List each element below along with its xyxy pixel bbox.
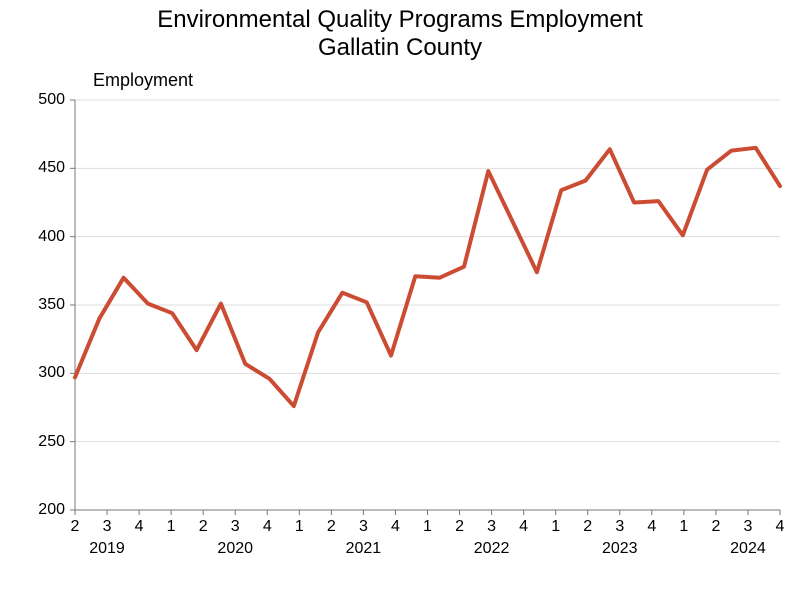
x-quarter-label: 1 xyxy=(423,518,432,536)
x-quarter-label: 3 xyxy=(231,518,240,536)
x-year-label: 2020 xyxy=(217,540,253,558)
chart-container: Environmental Quality Programs Employmen… xyxy=(0,0,800,600)
x-quarter-label: 4 xyxy=(647,518,656,536)
x-quarter-label: 3 xyxy=(487,518,496,536)
x-quarter-label: 4 xyxy=(776,518,785,536)
x-quarter-label: 4 xyxy=(263,518,272,536)
x-quarter-label: 4 xyxy=(135,518,144,536)
x-quarter-label: 1 xyxy=(679,518,688,536)
x-quarter-label: 2 xyxy=(71,518,80,536)
y-tick-label: 350 xyxy=(0,296,65,314)
x-quarter-label: 2 xyxy=(711,518,720,536)
x-quarter-label: 1 xyxy=(295,518,304,536)
x-quarter-label: 3 xyxy=(615,518,624,536)
x-quarter-label: 3 xyxy=(359,518,368,536)
x-year-label: 2019 xyxy=(89,540,125,558)
x-quarter-label: 3 xyxy=(103,518,112,536)
x-quarter-label: 4 xyxy=(519,518,528,536)
x-year-label: 2022 xyxy=(474,540,510,558)
y-tick-label: 450 xyxy=(0,159,65,177)
chart-svg xyxy=(0,0,800,600)
y-tick-label: 250 xyxy=(0,433,65,451)
y-tick-label: 200 xyxy=(0,501,65,519)
x-year-label: 2024 xyxy=(730,540,766,558)
y-tick-label: 400 xyxy=(0,228,65,246)
x-quarter-label: 1 xyxy=(551,518,560,536)
x-year-label: 2021 xyxy=(346,540,382,558)
x-quarter-label: 2 xyxy=(583,518,592,536)
x-quarter-label: 3 xyxy=(744,518,753,536)
x-quarter-label: 1 xyxy=(167,518,176,536)
x-quarter-label: 2 xyxy=(455,518,464,536)
x-year-label: 2023 xyxy=(602,540,638,558)
y-tick-label: 500 xyxy=(0,91,65,109)
x-quarter-label: 4 xyxy=(391,518,400,536)
x-quarter-label: 2 xyxy=(327,518,336,536)
x-quarter-label: 2 xyxy=(199,518,208,536)
y-tick-label: 300 xyxy=(0,364,65,382)
